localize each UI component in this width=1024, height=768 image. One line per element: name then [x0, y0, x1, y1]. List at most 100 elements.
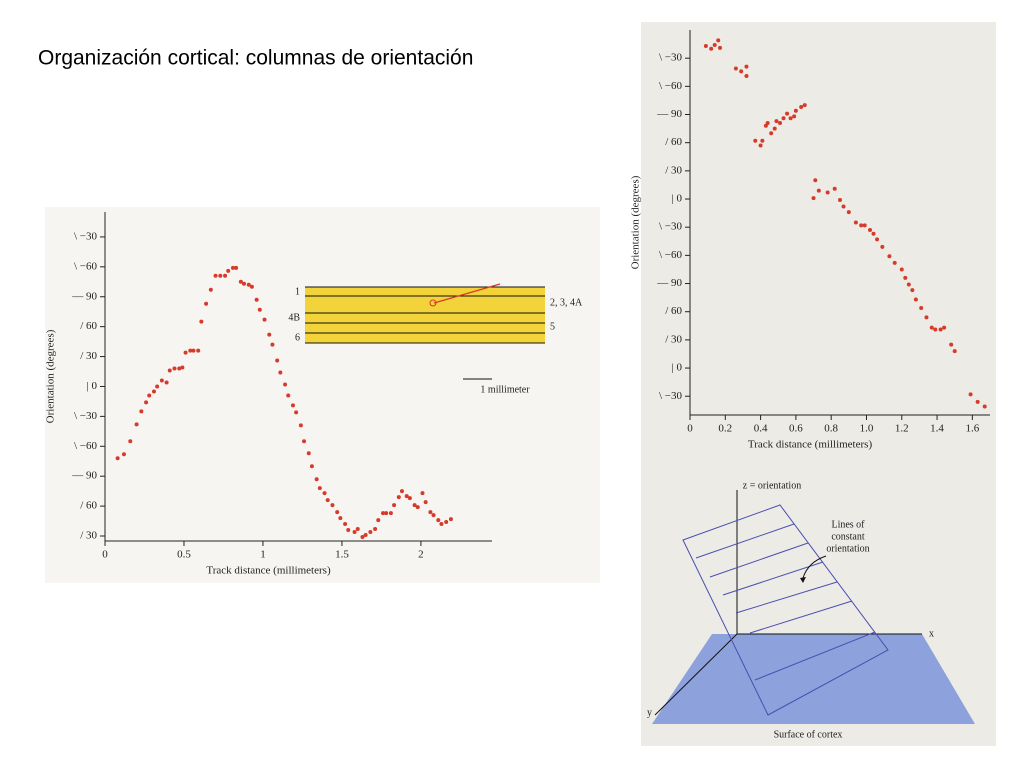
y-tick-label: — 90 — [656, 108, 682, 120]
data-point — [415, 505, 420, 510]
data-point — [121, 452, 126, 457]
data-point — [903, 275, 908, 280]
data-point — [298, 423, 303, 428]
data-point — [899, 267, 904, 272]
y-tick-label: \ −60 — [659, 249, 683, 261]
data-point — [376, 518, 381, 523]
data-point — [938, 327, 943, 332]
data-point — [788, 116, 793, 121]
data-point — [218, 273, 223, 278]
data-point — [744, 64, 749, 69]
data-point — [825, 190, 830, 195]
data-point — [811, 196, 816, 201]
y-tick-label: | 0 — [672, 193, 683, 205]
x-tick-label: 0.2 — [718, 423, 732, 435]
y-tick-label: — 90 — [71, 470, 97, 482]
data-point — [396, 495, 401, 500]
data-point — [906, 282, 911, 287]
data-point — [444, 520, 449, 525]
data-point — [816, 188, 821, 193]
arrow-head — [800, 577, 806, 583]
data-point — [913, 297, 918, 302]
data-point — [868, 228, 872, 233]
data-point — [322, 491, 327, 496]
data-point — [373, 527, 378, 532]
data-point — [802, 103, 807, 108]
data-point — [290, 403, 295, 408]
x-tick-label: 0.5 — [177, 549, 191, 561]
lines-label: Lines of — [831, 519, 865, 530]
y-axis-label: Orientation (degrees) — [45, 329, 57, 423]
data-point — [924, 315, 929, 320]
data-point — [262, 317, 267, 322]
data-point — [346, 528, 351, 533]
left-figure-bg — [45, 207, 600, 583]
data-point — [238, 279, 243, 284]
data-point — [709, 46, 714, 51]
lines-label: constant — [831, 531, 865, 542]
data-point — [758, 143, 763, 148]
data-point — [982, 404, 987, 409]
data-point — [355, 527, 360, 532]
data-point — [352, 530, 357, 535]
data-point — [919, 305, 924, 310]
constant-line — [735, 581, 838, 614]
data-point — [147, 393, 152, 398]
y-tick-label: \ −30 — [659, 390, 683, 402]
data-point — [399, 489, 404, 494]
data-point — [188, 348, 193, 353]
data-point — [177, 366, 182, 371]
data-point — [439, 522, 444, 527]
data-point — [330, 503, 335, 508]
layer-label: 5 — [550, 321, 555, 332]
data-point — [363, 533, 368, 538]
data-point — [933, 327, 938, 332]
data-point — [772, 126, 777, 131]
data-point — [226, 268, 231, 273]
data-point — [880, 244, 885, 249]
data-point — [234, 265, 239, 270]
electrode-tip — [429, 299, 437, 307]
data-point — [716, 38, 721, 43]
data-point — [778, 120, 782, 125]
data-point — [278, 370, 283, 375]
data-point — [139, 409, 144, 414]
data-point — [753, 138, 758, 143]
x-tick-label: 1 — [260, 549, 266, 561]
data-point — [760, 138, 765, 143]
data-point — [739, 69, 744, 74]
electrode-track — [433, 283, 501, 304]
data-point — [242, 281, 247, 286]
y-axis-label: Orientation (degrees) — [630, 175, 642, 269]
constant-line — [754, 631, 876, 681]
y-label: y — [647, 707, 652, 718]
data-point — [115, 456, 120, 461]
data-point — [793, 108, 798, 113]
data-point — [887, 254, 892, 259]
data-point — [294, 410, 299, 415]
x-tick-label: 0.6 — [789, 423, 803, 435]
y-tick-label: / 60 — [80, 500, 97, 512]
cortex-layers — [305, 287, 545, 343]
data-point — [275, 358, 280, 363]
data-point — [283, 382, 288, 387]
data-point — [191, 348, 196, 353]
x-tick-label: 1.6 — [965, 423, 979, 435]
orientation-diagram: z = orientation x y Lines of constant or… — [647, 480, 975, 740]
data-point — [892, 260, 897, 265]
data-point — [781, 116, 786, 121]
y-tick-label: | 0 — [87, 380, 98, 392]
data-point — [254, 297, 259, 302]
layer-inset: 1 2, 3, 4A 4B 5 6 1 millimeter — [288, 283, 583, 395]
y-tick-label: / 60 — [80, 320, 97, 332]
x-tick-label: 1.2 — [895, 423, 909, 435]
data-point — [859, 223, 864, 228]
y-tick-label: \ −60 — [74, 260, 98, 272]
data-point — [841, 204, 846, 209]
data-point — [309, 464, 314, 469]
y-tick-label: / 30 — [80, 530, 97, 542]
x-tick-label: 0 — [687, 423, 693, 435]
x-tick-label: 2 — [418, 549, 424, 561]
data-point — [703, 43, 708, 48]
